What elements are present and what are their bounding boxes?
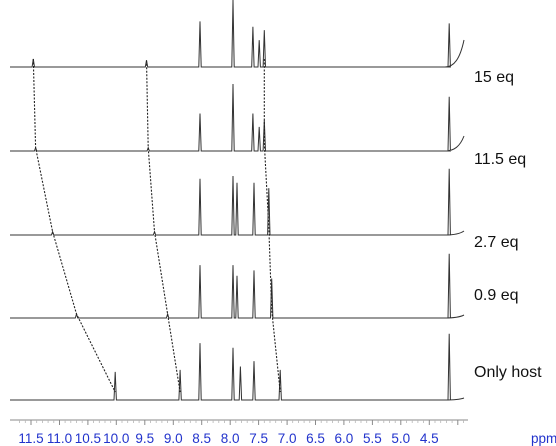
tick-label: 10.5 [75,431,101,446]
tick-label: 6.0 [335,431,354,446]
tick-label: 9.0 [164,431,183,446]
tick-label: 7.5 [249,431,268,446]
axis-unit-label: ppm [531,431,556,446]
tick-label: 10.0 [103,431,129,446]
tick-label: 7.0 [278,431,297,446]
ppm-axis: 11.5 11.0 10.5 10.0 9.5 9.0 8.5 8.0 7.5 7.0 6.5 6.0… [10,419,468,446]
tick-label: 9.5 [135,431,154,446]
spectrum-trace-3 [10,168,465,236]
label-15-eq: 15 eq [474,69,514,86]
shift-track-2 [145,60,181,393]
spectrum-trace-5 [10,333,465,401]
spectrum-traces [10,0,465,401]
label-0-9-eq: 0.9 eq [474,287,518,304]
spectrum-trace-1 [10,0,465,68]
tick-label: 6.5 [306,431,325,446]
tick-label: 4.5 [420,431,439,446]
label-11-5-eq: 11.5 eq [474,151,526,168]
tick-label: 11.0 [47,431,72,446]
tick-label: 5.5 [363,431,382,446]
shift-tracking-lines [32,58,281,393]
label-only-host: Only host [474,364,542,381]
tick-label: 8.0 [221,431,240,446]
spectrum-trace-2 [10,83,465,152]
tick-label: 5.0 [391,431,410,446]
tick-label: 8.5 [192,431,211,446]
shift-track-1 [32,58,116,393]
tick-label: 11.5 [18,431,43,446]
spectrum-trace-4 [10,253,465,319]
shift-track-3 [263,59,281,393]
label-2-7-eq: 2.7 eq [474,234,518,251]
